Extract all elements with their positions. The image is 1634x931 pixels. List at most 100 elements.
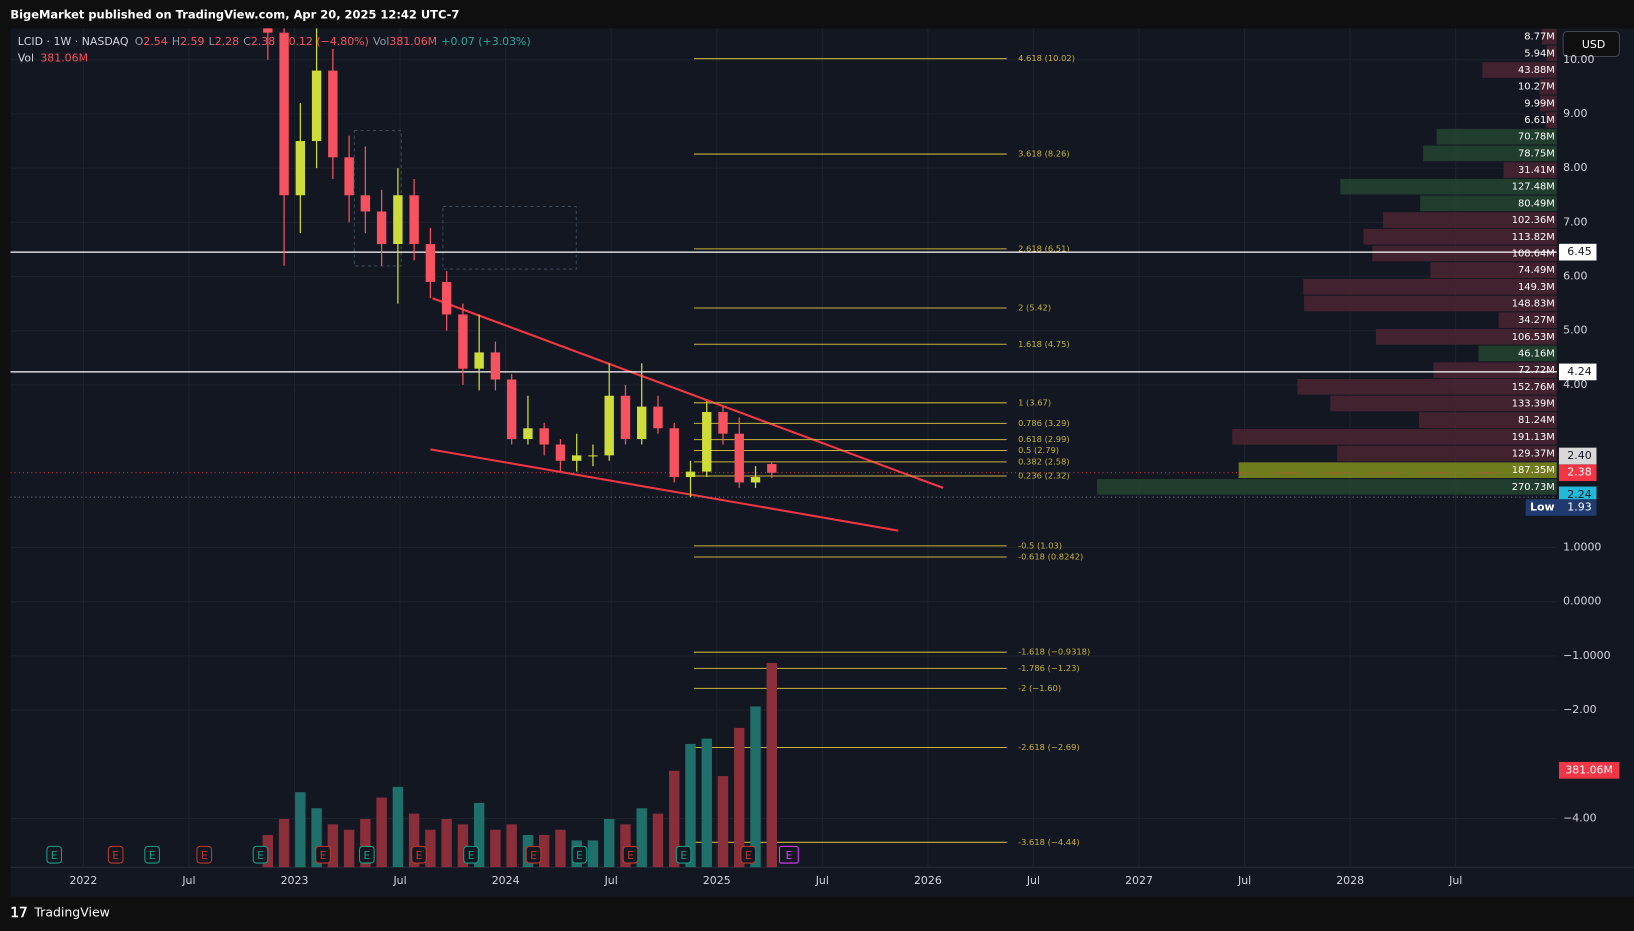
earnings-letter: E bbox=[364, 850, 371, 862]
vol-row-label: Vol bbox=[18, 52, 34, 65]
profile-label: 187.35M bbox=[1512, 465, 1555, 476]
fib-label: -3.618 (−4.44) bbox=[1018, 837, 1080, 847]
y-tick-label: 7.00 bbox=[1563, 215, 1587, 228]
earnings-icon bbox=[571, 845, 588, 864]
profile-bar bbox=[1482, 62, 1557, 78]
profile-label: 9.99M bbox=[1524, 98, 1555, 109]
price-badge-label: 4.24 bbox=[1567, 365, 1591, 378]
logo-mark: 𝟣𝟩 bbox=[10, 905, 27, 921]
earnings-icon bbox=[675, 845, 692, 864]
profile-label: 74.49M bbox=[1518, 265, 1555, 276]
profile-bar bbox=[1503, 162, 1557, 178]
profile-bar bbox=[1418, 412, 1557, 428]
profile-label: 102.36M bbox=[1512, 215, 1555, 226]
profile-label: 10.27M bbox=[1518, 82, 1555, 93]
x-tick-label: Jul bbox=[1026, 874, 1040, 887]
profile-bar bbox=[1436, 128, 1557, 145]
symbol: LCID · 1W · NASDAQ bbox=[18, 35, 129, 48]
profile-bar bbox=[1539, 95, 1557, 112]
profile-bar bbox=[1478, 345, 1557, 362]
profile-bar bbox=[1097, 479, 1557, 495]
fib-label: 0.236 (2.32) bbox=[1018, 470, 1070, 480]
earnings-letter: E bbox=[257, 850, 264, 862]
profile-label: 43.88M bbox=[1518, 65, 1555, 76]
volume: 381.06M bbox=[389, 35, 437, 48]
x-tick-label: 2023 bbox=[281, 874, 309, 887]
profile-bar bbox=[1372, 245, 1557, 262]
fib-label: -1.786 (−1.23) bbox=[1018, 663, 1080, 673]
earnings-icon bbox=[315, 845, 331, 864]
profile-bar bbox=[1238, 462, 1557, 479]
candle-body bbox=[750, 477, 761, 483]
candle-body bbox=[263, 28, 273, 33]
volume-bar bbox=[506, 824, 517, 868]
profile-label: 46.16M bbox=[1518, 348, 1555, 359]
profile-label: 133.39M bbox=[1512, 398, 1555, 409]
fib-label: 0.5 (2.79) bbox=[1018, 445, 1059, 455]
candle-body bbox=[572, 455, 582, 461]
trendline bbox=[432, 297, 944, 489]
volume-bar bbox=[343, 829, 355, 868]
profile-label: 191.13M bbox=[1512, 432, 1555, 443]
profile-label: 31.41M bbox=[1518, 165, 1555, 176]
currency[interactable]: USD bbox=[1582, 38, 1605, 51]
currency-button[interactable] bbox=[1562, 30, 1620, 58]
y-tick-label: 0.0000 bbox=[1563, 595, 1601, 608]
profile-label: 6.61M bbox=[1524, 115, 1555, 126]
x-tick-label: 2028 bbox=[1336, 874, 1364, 887]
candle-body bbox=[555, 444, 566, 461]
candle-body bbox=[523, 428, 533, 440]
fib-label: 1 (3.67) bbox=[1018, 397, 1051, 407]
y-tick-label: 4.00 bbox=[1563, 378, 1587, 391]
profile-label: 127.48M bbox=[1512, 182, 1555, 193]
volume-bar bbox=[587, 840, 599, 868]
y-tick-label: 1.0000 bbox=[1563, 540, 1601, 553]
volume-bar bbox=[457, 824, 469, 868]
price-badge bbox=[1558, 464, 1597, 482]
volume-bar bbox=[408, 813, 420, 868]
candle-body bbox=[637, 406, 647, 440]
earnings-icon bbox=[196, 845, 213, 864]
earnings-icon bbox=[144, 845, 160, 864]
profile-bar bbox=[1545, 112, 1557, 128]
profile-bar bbox=[1340, 178, 1557, 195]
earnings-icon bbox=[107, 845, 124, 864]
profile-bar bbox=[1383, 212, 1557, 228]
candle-body bbox=[539, 428, 549, 445]
fib-label: 2 (5.42) bbox=[1018, 302, 1051, 312]
y-tick-label: 5.00 bbox=[1563, 324, 1587, 337]
fib-label: 0.382 (2.58) bbox=[1018, 456, 1070, 466]
candle-body bbox=[458, 314, 468, 369]
x-tick-label: Jul bbox=[1448, 874, 1462, 887]
candle-body bbox=[490, 352, 501, 380]
profile-bar bbox=[1430, 262, 1557, 278]
candle-body bbox=[604, 395, 614, 456]
earnings-letter: E bbox=[51, 850, 58, 862]
volume-bar bbox=[295, 792, 306, 868]
vol-change: +0.07 (+3.03%) bbox=[441, 35, 530, 48]
x-tick-label: Jul bbox=[604, 874, 618, 887]
volume-bar bbox=[636, 808, 647, 868]
x-tick-label: 2022 bbox=[69, 874, 97, 887]
candle-body bbox=[344, 157, 354, 196]
candle-body bbox=[669, 428, 679, 478]
close: 2.38 bbox=[251, 35, 275, 48]
o-label: O bbox=[135, 35, 144, 48]
volume-bar bbox=[490, 829, 501, 868]
candle-body bbox=[718, 412, 728, 434]
y-tick-label: −4.00 bbox=[1563, 811, 1597, 824]
earnings-icon bbox=[252, 845, 269, 864]
footer-brand: TradingView bbox=[33, 905, 110, 920]
profile-label: 148.83M bbox=[1512, 298, 1555, 309]
profile-label: 129.37M bbox=[1512, 449, 1555, 460]
earnings-letter: E bbox=[576, 850, 583, 862]
fib-label: -0.618 (0.8242) bbox=[1018, 552, 1083, 562]
volume-bar bbox=[278, 818, 290, 868]
footer-logo: 𝟣𝟩 bbox=[10, 905, 27, 921]
profile-label: 149.3M bbox=[1518, 282, 1555, 293]
candle-body bbox=[506, 379, 517, 440]
earnings-icon bbox=[411, 845, 427, 864]
open: 2.54 bbox=[143, 35, 167, 48]
profile-bar bbox=[1303, 278, 1557, 295]
profile-label: 113.82M bbox=[1512, 232, 1555, 243]
